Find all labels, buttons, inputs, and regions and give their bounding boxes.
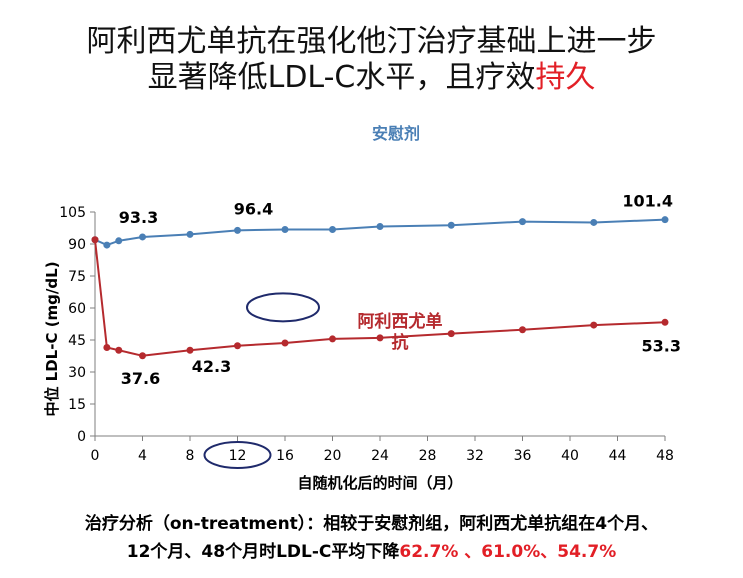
y-tick-label: 15: [68, 397, 86, 413]
series-0-point: [139, 233, 146, 241]
series-0-point: [447, 221, 455, 229]
series-name-label: 阿利西尤单: [358, 311, 443, 332]
series-1-point: [139, 352, 146, 360]
highlight-ellipse-month16: [246, 292, 320, 323]
x-tick-label: 16: [276, 448, 294, 464]
series-0-point: [329, 225, 336, 233]
title-line2-prefix: 显著降低LDL-C水平，且疗效: [147, 60, 536, 95]
series-1-point: [519, 326, 526, 334]
series-0-point: [519, 218, 526, 226]
x-tick-label: 0: [91, 448, 100, 464]
y-axis-title: 中位 LDL-C (mg/dL): [43, 261, 61, 416]
series-1-point: [447, 330, 455, 338]
series-name-label: 安慰剂: [372, 124, 420, 143]
footer-line2-prefix: 12个月、48个月时LDL-C平均下降: [126, 542, 400, 562]
footer-line1: 治疗分析（on-treatment）：相较于安慰剂组，阿利西尤单抗组在4个月、: [84, 514, 659, 534]
y-tick-label: 90: [68, 237, 86, 253]
x-tick-label: 20: [324, 448, 342, 464]
series-1-point: [234, 342, 241, 350]
x-tick-label: 32: [466, 448, 484, 464]
series-0-point: [103, 241, 111, 249]
title-line2-accent: 持久: [535, 60, 596, 95]
series-name-label: 抗: [392, 332, 409, 353]
x-tick-label: 48: [656, 448, 674, 464]
series-0-point: [590, 218, 598, 226]
series-0-point: [281, 225, 289, 233]
x-tick-label: 36: [514, 448, 532, 464]
data-label: 93.3: [119, 208, 158, 227]
y-tick-label: 30: [68, 365, 86, 381]
series-1-point: [115, 346, 123, 354]
data-label: 42.3: [192, 357, 231, 376]
x-tick-label: 8: [186, 448, 195, 464]
series-0-point: [234, 226, 241, 234]
series-1-point: [186, 346, 194, 354]
series-1-point: [329, 335, 336, 343]
data-label: 101.4: [622, 192, 673, 211]
series-0-point: [115, 237, 123, 245]
slide-title-line1: 阿利西尤单抗在强化他汀治疗基础上进一步: [86, 24, 657, 59]
y-tick-label: 105: [59, 205, 86, 221]
x-axis-title: 自随机化后的时间（月）: [297, 474, 462, 492]
data-label: 37.6: [121, 369, 160, 388]
series-1-point: [590, 321, 598, 329]
x-tick-label: 4: [138, 448, 147, 464]
footer-line2-accent: 62.7% 、61.0%、54.7%: [399, 542, 617, 562]
footer-line2: 12个月、48个月时LDL-C平均下降62.7% 、61.0%、54.7%: [0, 537, 743, 562]
y-tick-label: 45: [68, 333, 86, 349]
data-label: 96.4: [234, 199, 273, 218]
slide-title-line2: 显著降低LDL-C水平，且疗效持久: [0, 60, 743, 96]
series-1-point: [376, 334, 384, 342]
y-tick-label: 75: [68, 269, 86, 285]
highlight-ellipse-month12: [203, 441, 272, 469]
x-tick-label: 12: [229, 448, 247, 464]
series-1-point: [91, 236, 99, 244]
x-tick-label: 40: [561, 448, 579, 464]
data-label: 53.3: [642, 336, 681, 355]
series-0-point: [186, 230, 194, 238]
x-tick-label: 28: [419, 448, 437, 464]
x-tick-label: 44: [609, 448, 627, 464]
series-0-point: [661, 216, 669, 224]
series-0-point: [376, 223, 384, 231]
y-tick-label: 0: [77, 429, 86, 445]
series-1-point: [661, 318, 669, 326]
y-tick-label: 60: [68, 301, 86, 317]
x-tick-label: 24: [371, 448, 389, 464]
series-1-point: [103, 343, 111, 351]
series-1-point: [281, 339, 289, 347]
